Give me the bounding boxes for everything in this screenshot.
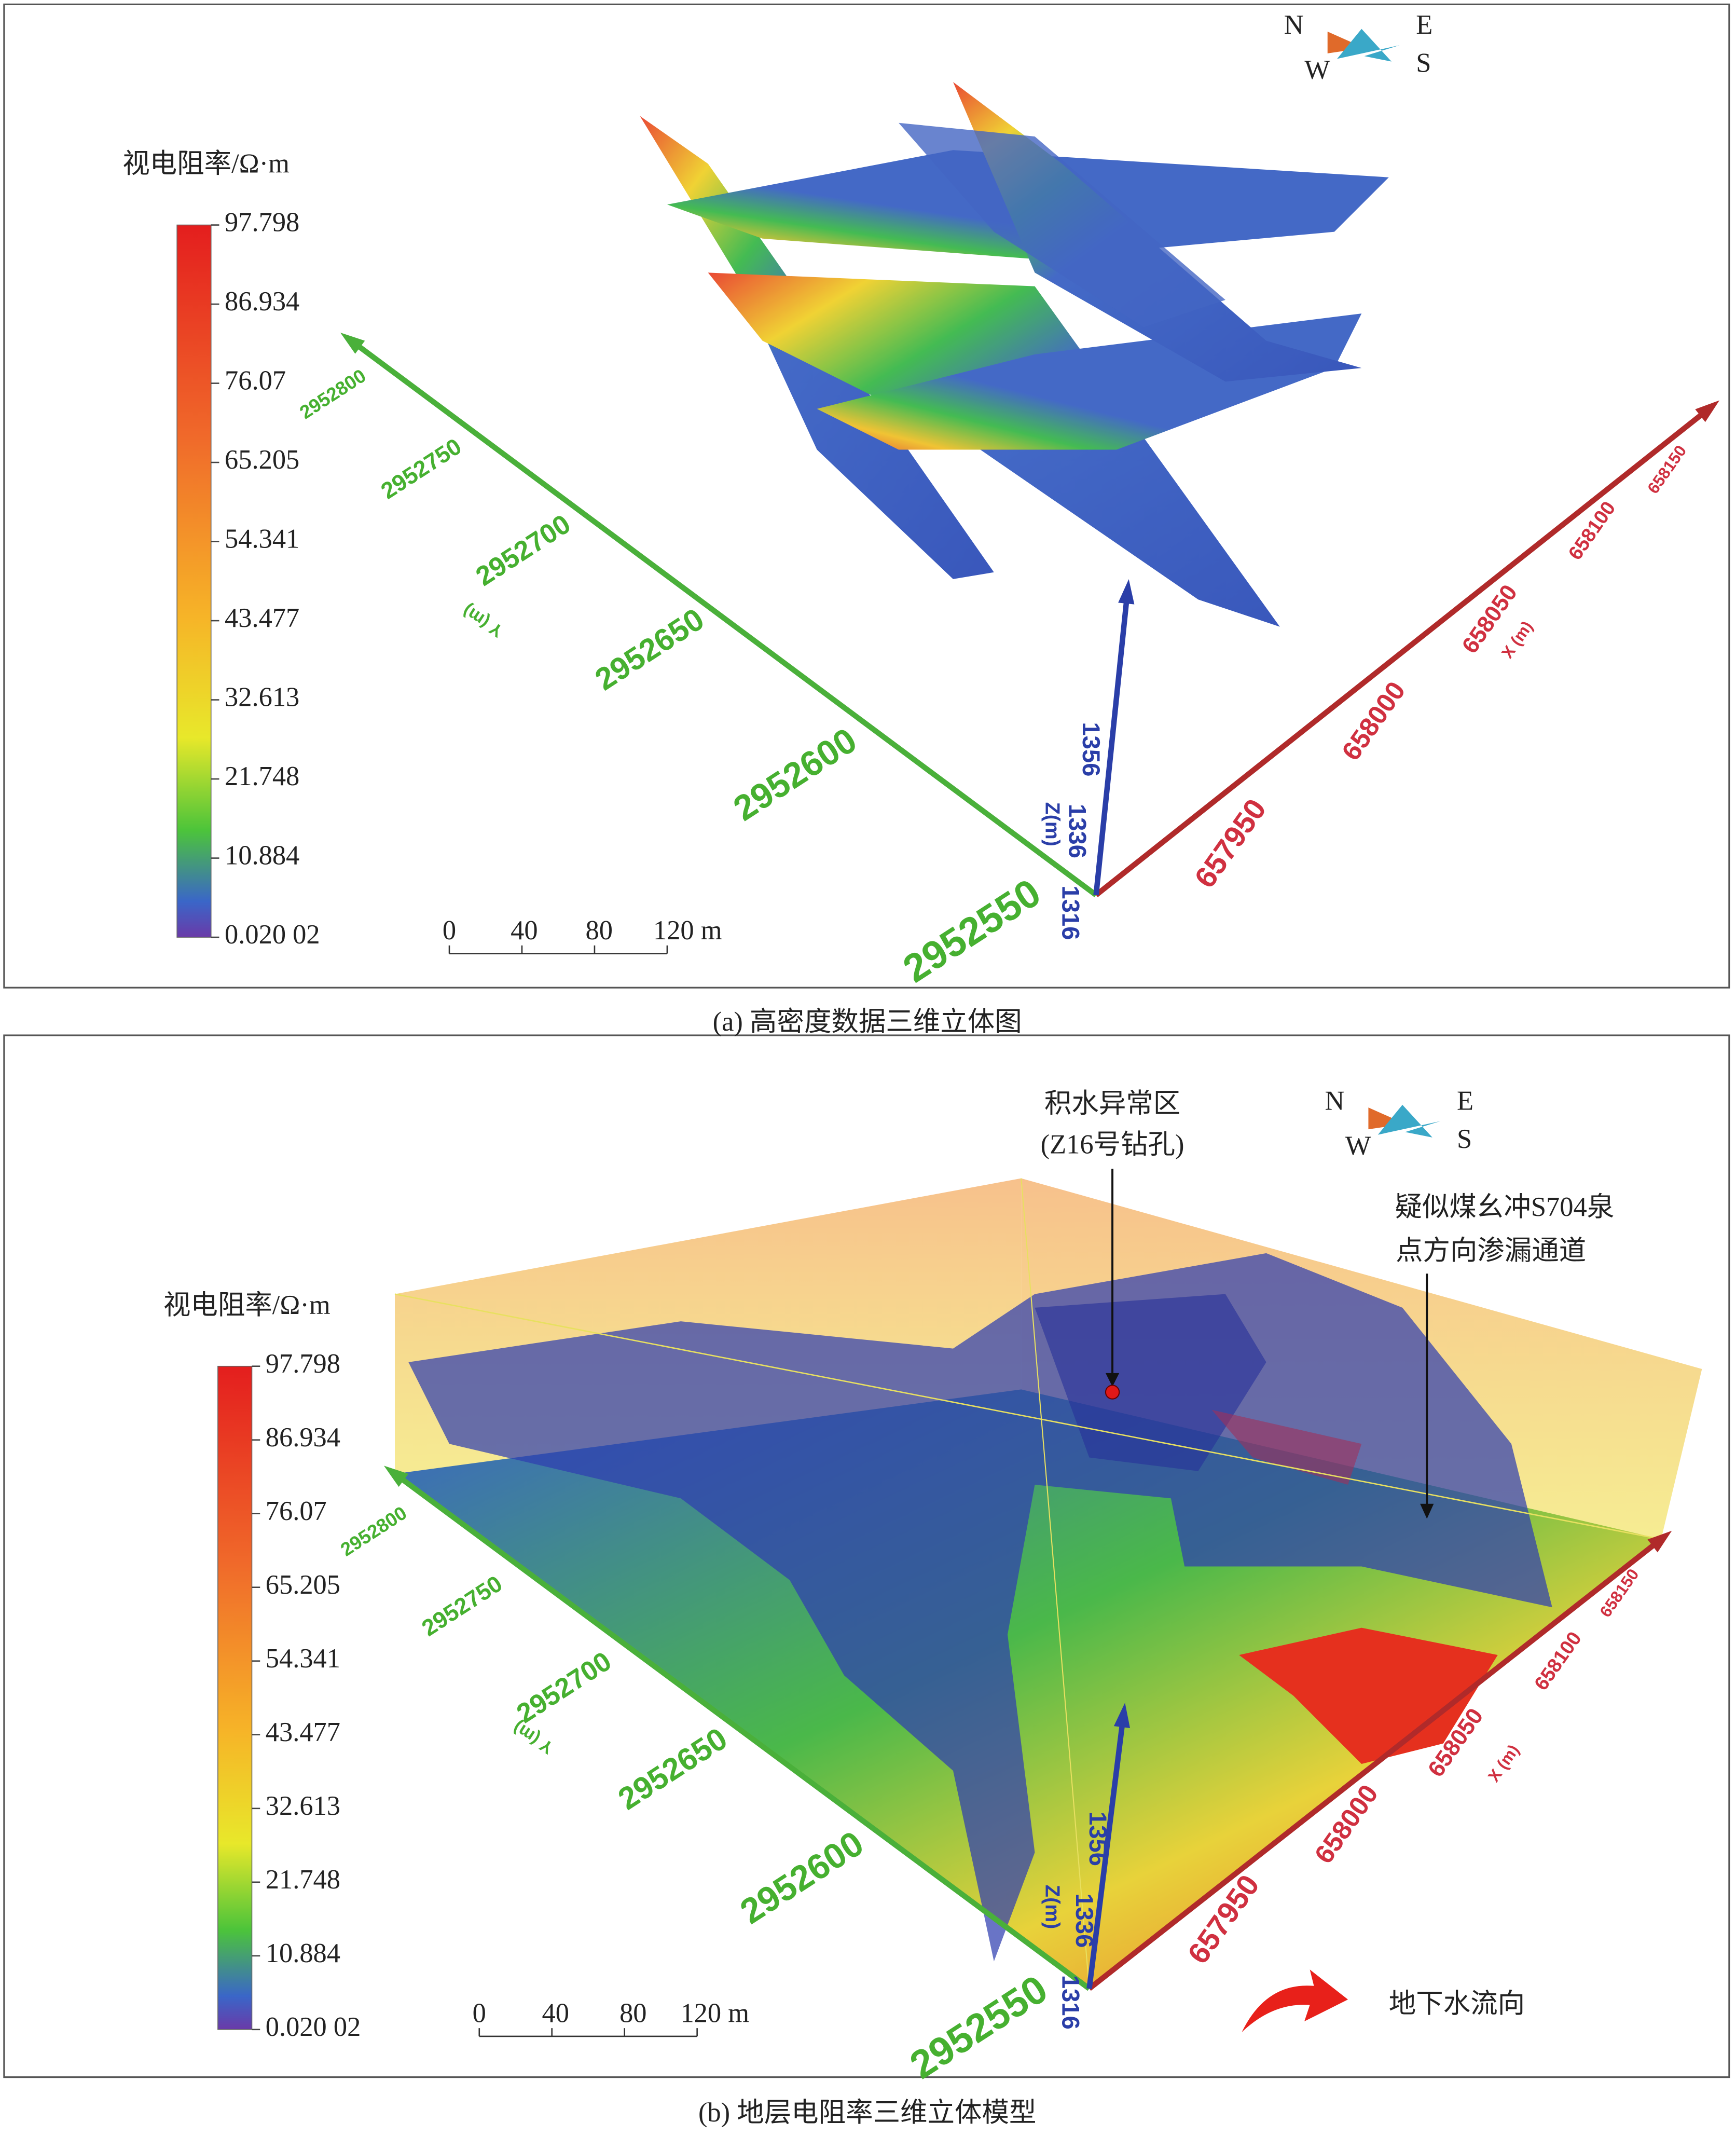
axis-label: 2952600	[726, 720, 863, 828]
colorbar-tick-label: 0.020 02	[225, 920, 320, 950]
colorbar-tick-label: 32.613	[225, 682, 299, 713]
axis-label: 2952800	[337, 1502, 410, 1560]
scale-label: 120 m	[653, 915, 722, 946]
axis-label: X (m)	[1484, 1741, 1523, 1785]
axis-label: Y (m)	[459, 600, 507, 641]
colorbar-tick-label: 10.884	[266, 1938, 340, 1968]
borehole	[1105, 1385, 1120, 1400]
y-axis	[349, 338, 1098, 897]
x-axis	[1094, 406, 1711, 897]
colorbar-tick-label: 43.477	[225, 603, 299, 633]
x-axis	[1087, 1537, 1663, 1991]
y-axis-head	[383, 1466, 409, 1487]
resistivity-model	[394, 1178, 1702, 1989]
colorbar-tick-label: 43.477	[266, 1717, 340, 1747]
axis-label: 658150	[1644, 442, 1690, 497]
colorbar-tick-label: 54.341	[266, 1644, 340, 1674]
colorbar-tick-label: 21.748	[225, 761, 299, 791]
annotation: 积水异常区	[1044, 1089, 1180, 1119]
scale-label: 40	[511, 915, 538, 946]
colorbar-title: 视电阻率/Ω·m	[122, 149, 290, 179]
y-axis-head	[340, 332, 365, 354]
axis-label: Z(m)	[1041, 802, 1064, 846]
colorbar-tick-label: 0.020 02	[266, 2012, 361, 2042]
axis-label: Z(m)	[1041, 1885, 1064, 1929]
panel-frame	[3, 3, 1730, 989]
colorbar-tick-label: 10.884	[225, 841, 299, 871]
x-axis-head	[1695, 400, 1720, 422]
axis-label: 2952550	[902, 1967, 1055, 2088]
axis-label: 1336	[1070, 1893, 1098, 1948]
panel-frame	[3, 1034, 1730, 2078]
axis-label: 2952650	[612, 1720, 733, 1816]
annotation-arrow-head	[1105, 1373, 1120, 1387]
annotation: (Z16号钻孔)	[1041, 1129, 1184, 1159]
compass-label: E	[1416, 10, 1432, 40]
colorbar-tick-label: 86.934	[266, 1422, 340, 1453]
colorbar-tick-label: 65.205	[266, 1570, 340, 1600]
compass-label: N	[1284, 10, 1304, 40]
caption: (b) 地层电阻率三维立体模型	[698, 2098, 1036, 2128]
scale-label: 120 m	[680, 1998, 749, 2029]
compass-label: N	[1325, 1086, 1344, 1116]
colorbar-title: 视电阻率/Ω·m	[163, 1290, 330, 1320]
colorbar-tick-label: 76.07	[225, 366, 286, 396]
axis-label: 2952550	[895, 870, 1049, 991]
axis-label: 2952700	[471, 509, 576, 592]
axis-label: 2952750	[377, 434, 466, 504]
axis-label: 657950	[1188, 793, 1273, 894]
scale-label: 80	[619, 1998, 646, 2029]
colorbar-tick-label: 76.07	[266, 1496, 327, 1526]
z-axis	[1093, 592, 1131, 896]
axis-label: 2952750	[418, 1571, 507, 1641]
flow-label: 地下水流向	[1389, 1989, 1525, 2019]
axis-label: 658100	[1564, 498, 1620, 564]
compass	[1377, 1104, 1441, 1138]
colorbar-tick-label: 86.934	[225, 286, 299, 317]
compass-label: W	[1304, 55, 1330, 85]
z-axis	[1086, 1716, 1126, 1989]
axis-label: X (m)	[1498, 618, 1537, 662]
caption: (a) 高密度数据三维立体图	[713, 1007, 1022, 1037]
colorbar-tick-label: 54.341	[225, 524, 299, 554]
scale-label: 40	[542, 1998, 569, 2029]
compass-label: S	[1416, 48, 1431, 78]
axis-label: 1356	[1077, 722, 1105, 776]
annotation-arrow-head	[1420, 1503, 1434, 1519]
compass	[1337, 29, 1400, 62]
flow-arrow	[1242, 1969, 1348, 2033]
x-axis-head	[1647, 1530, 1672, 1553]
colorbar	[217, 1365, 253, 2030]
axis-label: 2952700	[511, 1646, 616, 1729]
axis-label: 1336	[1064, 804, 1091, 858]
axis-label: 1316	[1057, 885, 1084, 940]
resistivity-slabs	[640, 81, 1389, 627]
colorbar-tick-label: 32.613	[266, 1791, 340, 1821]
z-axis-head	[1118, 579, 1135, 605]
scale-label: 0	[473, 1998, 486, 2029]
colorbar-tick-label: 97.798	[225, 208, 299, 238]
annotation: 点方向渗漏通道	[1396, 1236, 1586, 1266]
scale-label: 80	[585, 915, 612, 946]
colorbar-tick-label: 65.205	[225, 445, 299, 475]
axis-label: 2952800	[296, 365, 369, 423]
annotation: 疑似煤幺冲S704泉	[1395, 1192, 1615, 1222]
axis-label: 2952650	[589, 601, 710, 697]
compass-label: W	[1345, 1131, 1371, 1161]
compass-label: S	[1457, 1124, 1472, 1154]
colorbar-tick-label: 21.748	[266, 1865, 340, 1895]
colorbar	[176, 224, 212, 938]
axis-label: 1316	[1057, 1975, 1084, 2030]
compass-label: E	[1457, 1086, 1473, 1116]
scale-label: 0	[443, 915, 456, 946]
axis-label: 658000	[1336, 676, 1411, 766]
colorbar-tick-label: 97.798	[266, 1349, 340, 1379]
y-axis	[393, 1471, 1091, 1991]
z-axis-head	[1113, 1703, 1131, 1728]
axis-label: 1356	[1084, 1812, 1111, 1866]
axis-label: 2952600	[734, 1824, 871, 1932]
